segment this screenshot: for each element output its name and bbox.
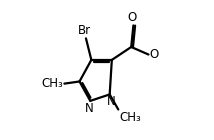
Text: CH₃: CH₃	[119, 111, 141, 124]
Text: N: N	[106, 95, 115, 108]
Text: Br: Br	[78, 24, 91, 37]
Text: O: O	[128, 11, 137, 24]
Text: O: O	[150, 48, 159, 61]
Text: CH₃: CH₃	[42, 77, 63, 90]
Text: N: N	[85, 102, 94, 115]
